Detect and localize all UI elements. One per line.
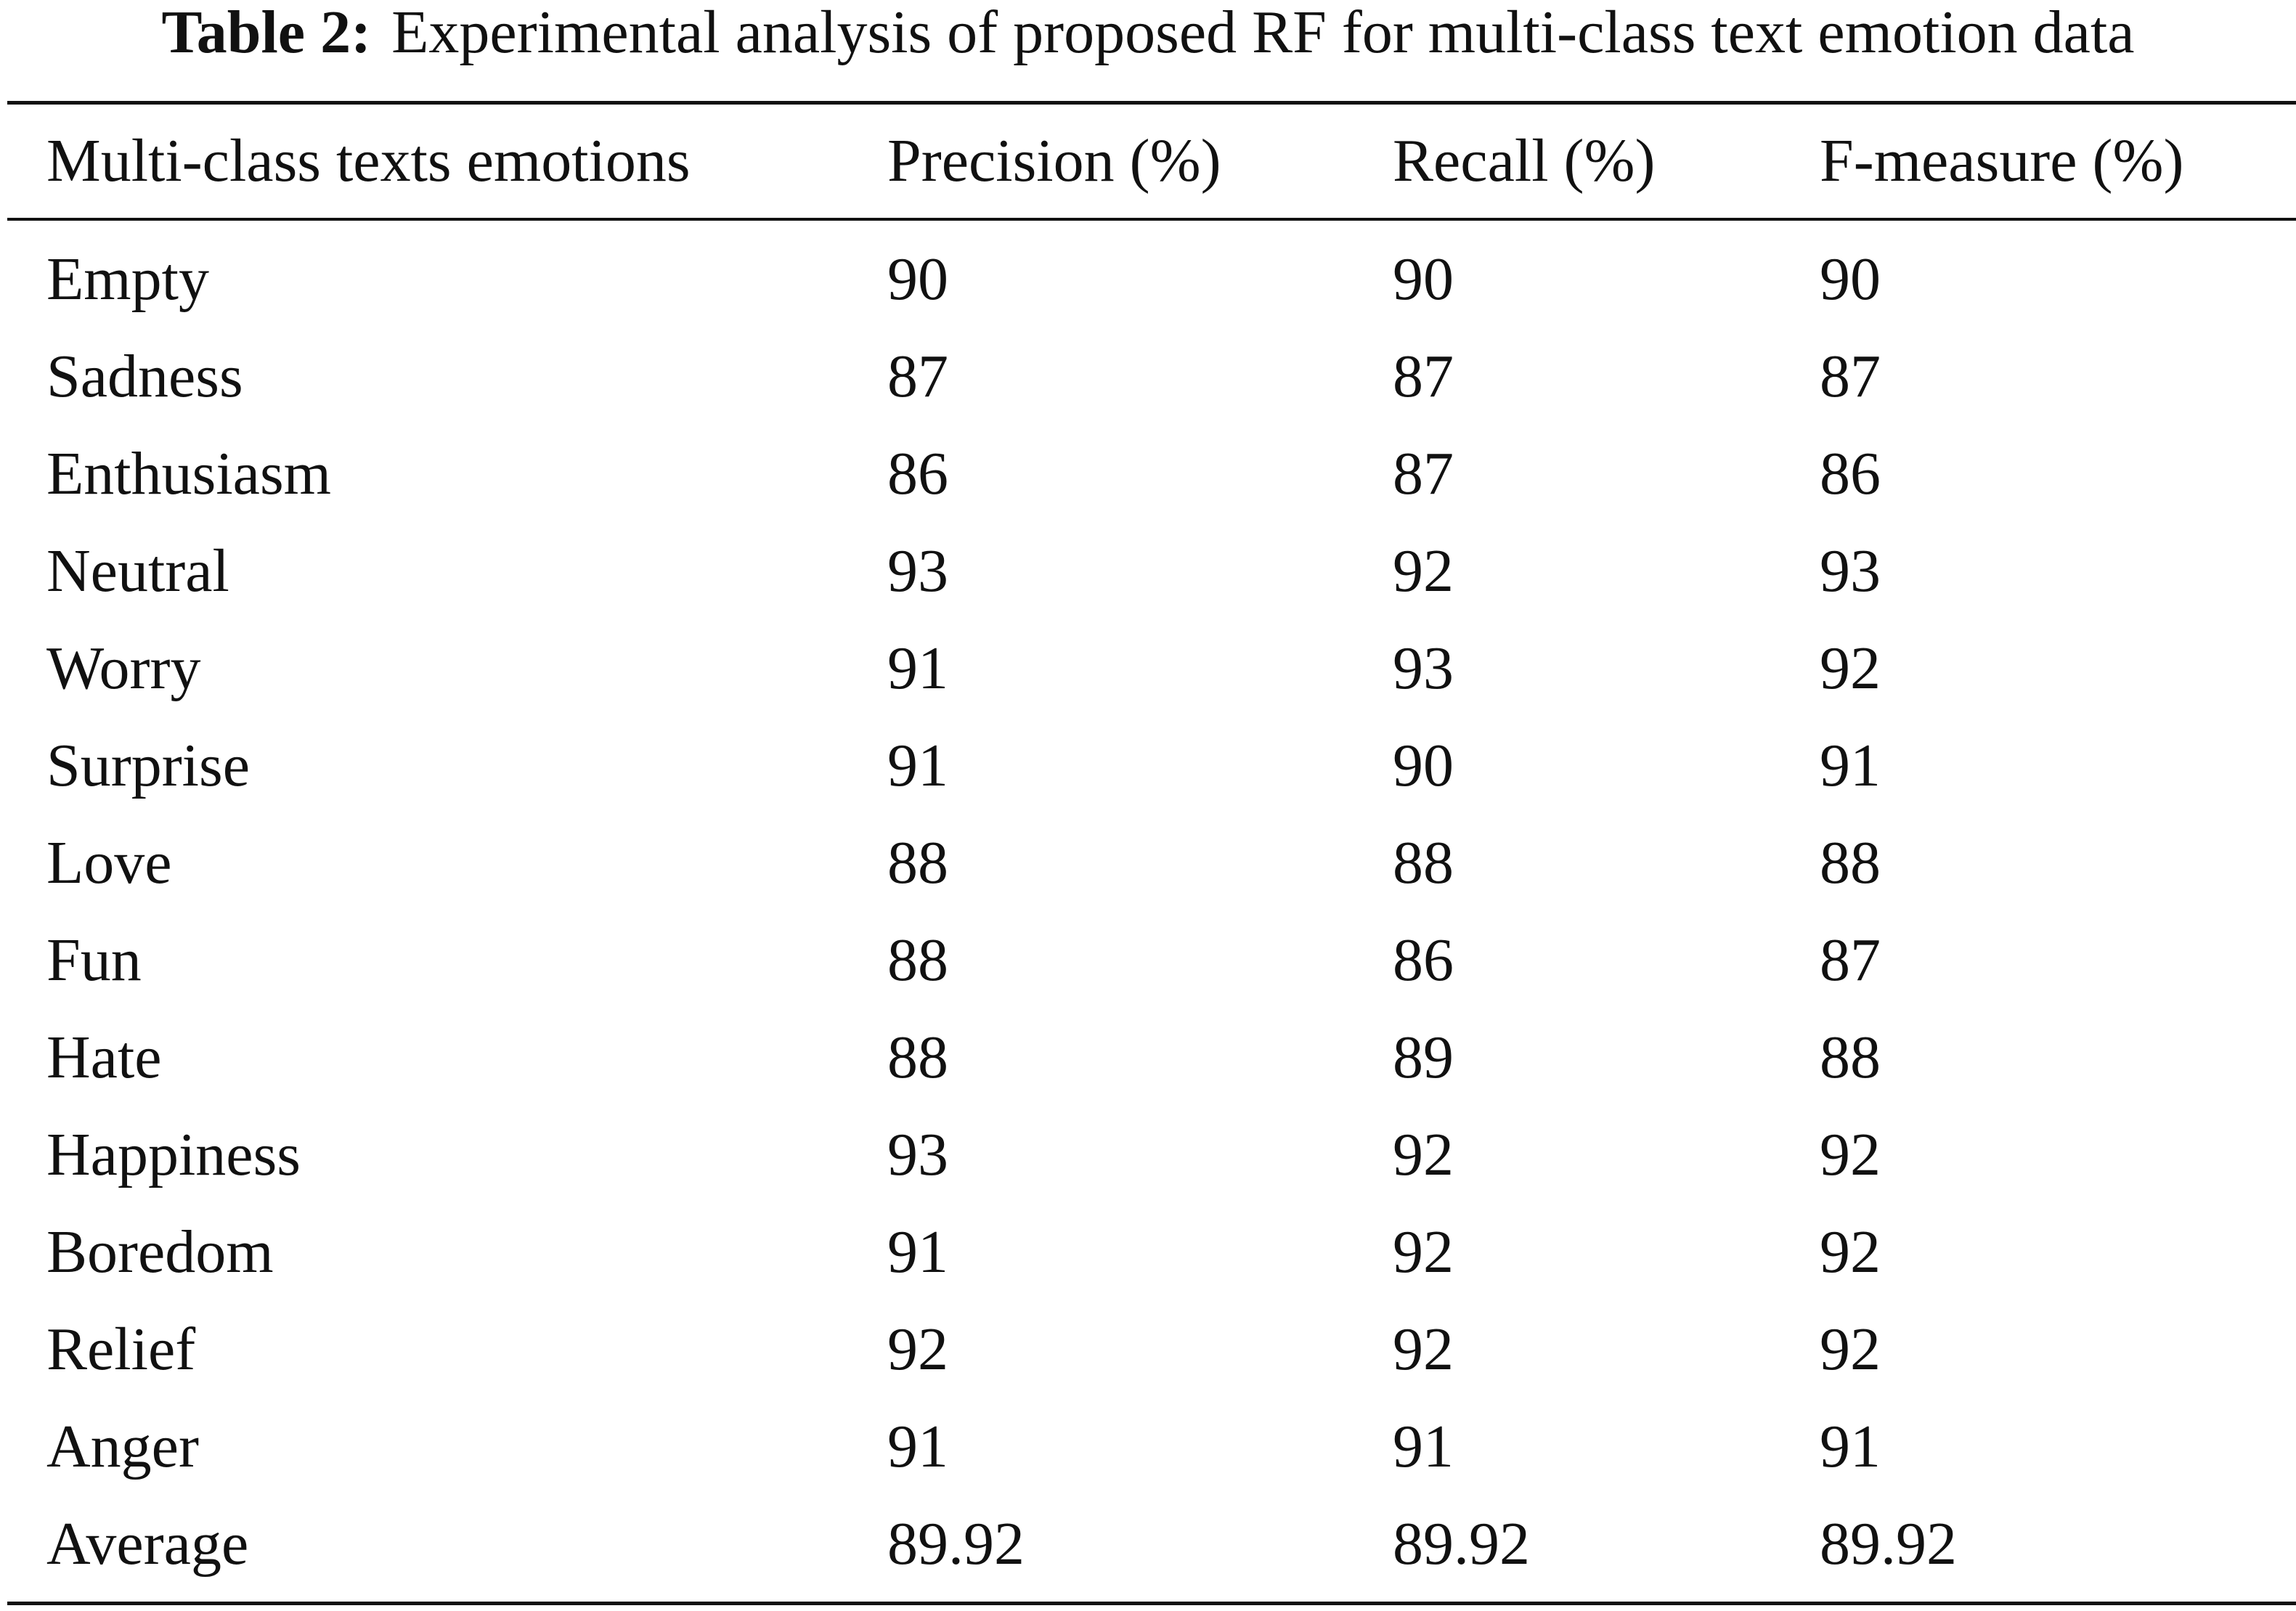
recall-cell: 92 (1393, 1316, 1454, 1383)
f-measure-cell: 90 (1820, 245, 1881, 313)
f-measure-cell: 91 (1820, 732, 1881, 799)
precision-cell: 91 (887, 1413, 948, 1480)
emotion-cell: Neutral (46, 537, 229, 605)
emotion-cell: Happiness (46, 1121, 301, 1188)
recall-cell: 90 (1393, 732, 1454, 799)
table-row: Average 89.92 89.92 89.92 (0, 1496, 2296, 1593)
emotion-cell: Average (46, 1510, 249, 1578)
f-measure-cell: 88 (1820, 829, 1881, 897)
table-row: Fun 88 86 87 (0, 912, 2296, 1009)
precision-cell: 93 (887, 1121, 948, 1188)
recall-cell: 93 (1393, 635, 1454, 702)
recall-cell: 92 (1393, 537, 1454, 605)
precision-cell: 88 (887, 829, 948, 897)
table-top-rule (7, 101, 2296, 105)
emotion-cell: Empty (46, 245, 209, 313)
table-row: Surprise 91 90 91 (0, 717, 2296, 815)
f-measure-cell: 92 (1820, 635, 1881, 702)
recall-cell: 87 (1393, 440, 1454, 507)
precision-cell: 86 (887, 440, 948, 507)
table-row: Sadness 87 87 87 (0, 328, 2296, 425)
f-measure-cell: 93 (1820, 537, 1881, 605)
table-body: Empty 90 90 90 Sadness 87 87 87 Enthusiasm 86 87 86… (0, 231, 2296, 1593)
table-row: Happiness 93 92 92 (0, 1106, 2296, 1204)
header-f-measure: F-measure (%) (1820, 127, 2184, 195)
table-bottom-rule (7, 1602, 2296, 1605)
f-measure-cell: 88 (1820, 1024, 1881, 1091)
table-row: Love 88 88 88 (0, 815, 2296, 912)
table-row: Hate 88 89 88 (0, 1009, 2296, 1106)
table-row: Worry 91 93 92 (0, 620, 2296, 717)
table-row: Empty 90 90 90 (0, 231, 2296, 328)
f-measure-cell: 91 (1820, 1413, 1881, 1480)
precision-cell: 90 (887, 245, 948, 313)
table-row: Anger 91 91 91 (0, 1398, 2296, 1496)
f-measure-cell: 92 (1820, 1218, 1881, 1286)
recall-cell: 89.92 (1393, 1510, 1530, 1578)
f-measure-cell: 92 (1820, 1121, 1881, 1188)
emotion-cell: Hate (46, 1024, 162, 1091)
table-row: Enthusiasm 86 87 86 (0, 425, 2296, 523)
emotion-cell: Anger (46, 1413, 199, 1480)
precision-cell: 91 (887, 732, 948, 799)
recall-cell: 90 (1393, 245, 1454, 313)
emotion-cell: Surprise (46, 732, 250, 799)
table-row: Relief 92 92 92 (0, 1301, 2296, 1398)
emotion-cell: Boredom (46, 1218, 274, 1286)
recall-cell: 92 (1393, 1218, 1454, 1286)
table-caption: Table 2: Experimental analysis of propose… (0, 0, 2296, 65)
emotion-cell: Relief (46, 1316, 196, 1383)
precision-cell: 88 (887, 1024, 948, 1091)
table-row: Boredom 91 92 92 (0, 1204, 2296, 1301)
f-measure-cell: 92 (1820, 1316, 1881, 1383)
precision-cell: 88 (887, 926, 948, 994)
table-caption-label: Table 2: (161, 0, 372, 66)
emotion-cell: Fun (46, 926, 142, 994)
header-precision: Precision (%) (887, 127, 1221, 195)
precision-cell: 87 (887, 343, 948, 410)
recall-cell: 87 (1393, 343, 1454, 410)
precision-cell: 91 (887, 1218, 948, 1286)
precision-cell: 93 (887, 537, 948, 605)
table-caption-text: Experimental analysis of proposed RF for… (391, 0, 2135, 66)
table-row: Neutral 93 92 93 (0, 523, 2296, 620)
emotion-cell: Love (46, 829, 172, 897)
precision-cell: 91 (887, 635, 948, 702)
f-measure-cell: 87 (1820, 343, 1881, 410)
emotion-cell: Sadness (46, 343, 243, 410)
recall-cell: 91 (1393, 1413, 1454, 1480)
emotion-cell: Enthusiasm (46, 440, 331, 507)
table-header-rule (7, 218, 2296, 221)
recall-cell: 88 (1393, 829, 1454, 897)
f-measure-cell: 87 (1820, 926, 1881, 994)
f-measure-cell: 89.92 (1820, 1510, 1957, 1578)
header-emotion: Multi-class texts emotions (46, 127, 691, 195)
f-measure-cell: 86 (1820, 440, 1881, 507)
recall-cell: 86 (1393, 926, 1454, 994)
precision-cell: 92 (887, 1316, 948, 1383)
recall-cell: 92 (1393, 1121, 1454, 1188)
header-recall: Recall (%) (1393, 127, 1656, 195)
emotion-cell: Worry (46, 635, 201, 702)
recall-cell: 89 (1393, 1024, 1454, 1091)
precision-cell: 89.92 (887, 1510, 1025, 1578)
table-header-row: Multi-class texts emotions Precision (%)… (0, 105, 2296, 218)
